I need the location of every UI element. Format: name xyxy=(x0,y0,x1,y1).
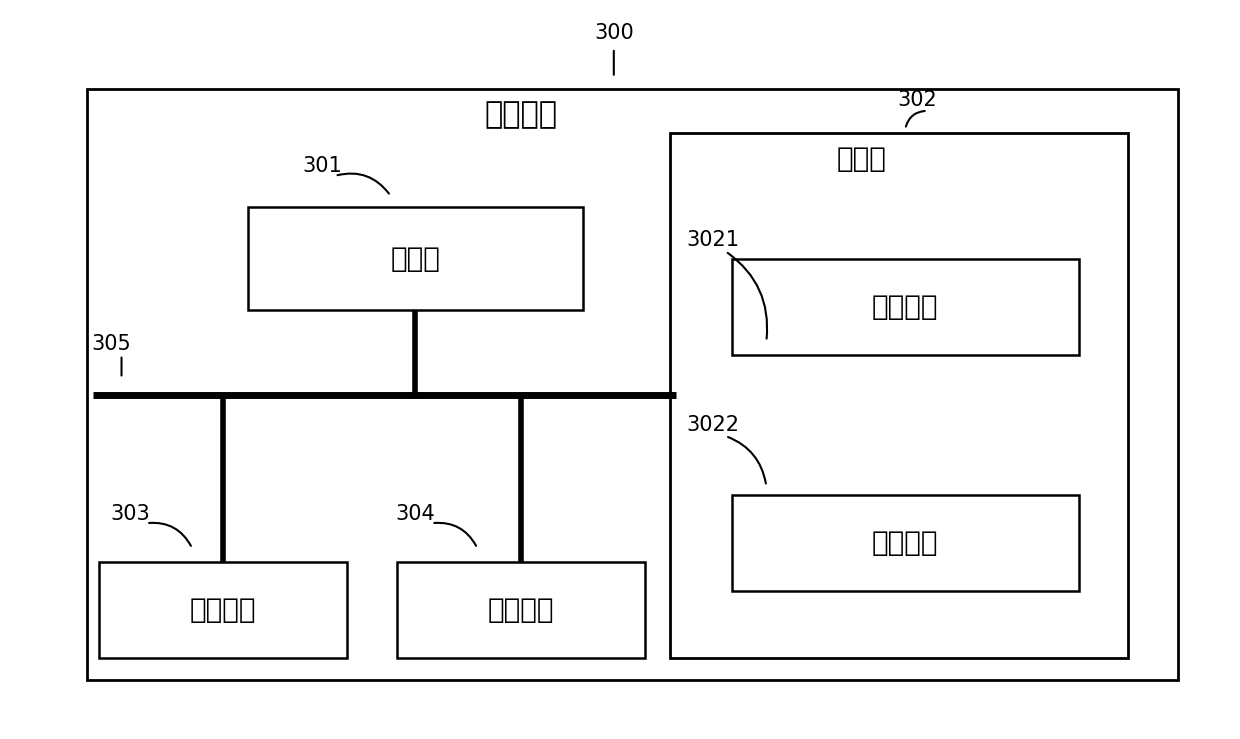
Bar xyxy=(99,562,347,658)
Text: 存储器: 存储器 xyxy=(837,145,887,173)
Text: 应用程序: 应用程序 xyxy=(872,529,939,557)
Bar xyxy=(670,133,1128,658)
Bar xyxy=(248,207,583,310)
Bar xyxy=(397,562,645,658)
Text: 302: 302 xyxy=(898,89,937,110)
Text: 用户接口: 用户接口 xyxy=(190,596,257,624)
Text: 处理器: 处理器 xyxy=(391,245,440,273)
Bar xyxy=(732,259,1079,355)
Bar xyxy=(732,495,1079,591)
Text: 303: 303 xyxy=(110,503,150,524)
Text: 操作系统: 操作系统 xyxy=(872,293,939,321)
Text: 3021: 3021 xyxy=(687,230,739,251)
Text: 301: 301 xyxy=(303,156,342,177)
Bar xyxy=(87,89,1178,680)
Text: 304: 304 xyxy=(396,503,435,524)
Text: 网络接口: 网络接口 xyxy=(487,596,554,624)
Text: 终端设备: 终端设备 xyxy=(485,100,557,129)
Text: 305: 305 xyxy=(92,333,131,354)
Text: 300: 300 xyxy=(594,23,634,44)
Text: 3022: 3022 xyxy=(687,415,739,435)
